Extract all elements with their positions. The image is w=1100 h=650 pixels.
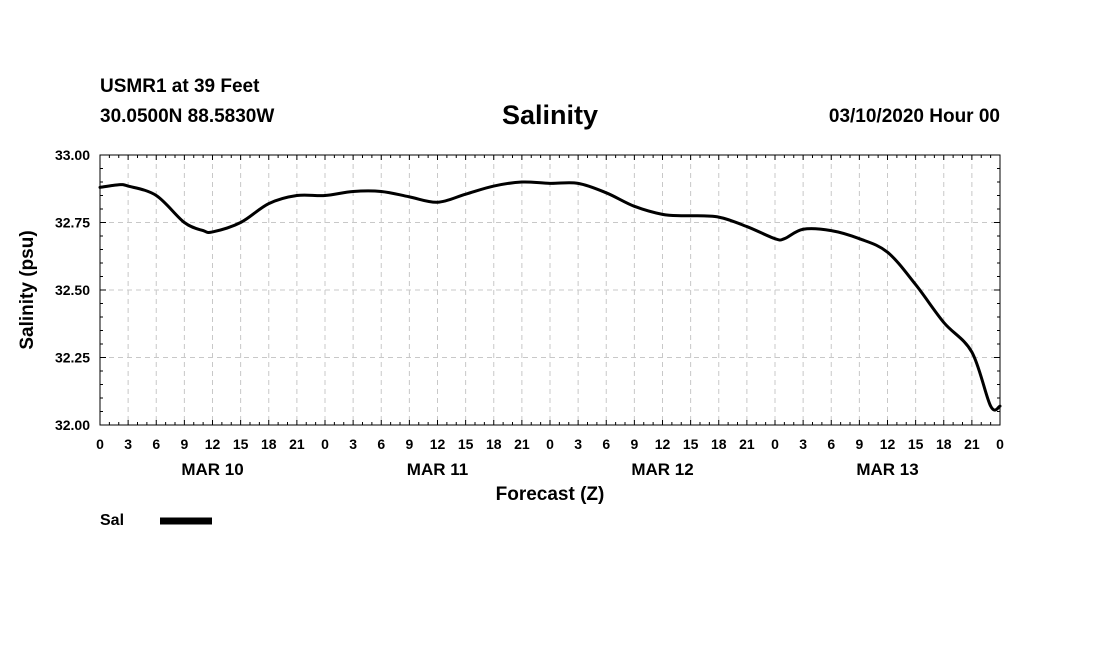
x-tick-label: 18 (486, 436, 502, 452)
x-tick-label: 6 (827, 436, 835, 452)
x-tick-label: 12 (430, 436, 446, 452)
x-tick-label: 15 (683, 436, 699, 452)
x-tick-label: 15 (458, 436, 474, 452)
y-tick-label: 32.50 (55, 282, 90, 298)
forecast-timestamp: 03/10/2020 Hour 00 (828, 106, 1000, 127)
x-tick-label: 6 (152, 436, 160, 452)
day-labels: MAR 10 MAR 11 MAR 12 MAR 13 (181, 460, 918, 479)
x-tick-label: 9 (180, 436, 188, 452)
x-tick-label: 21 (964, 436, 980, 452)
day-label: MAR 11 (407, 460, 468, 479)
x-tick-label: 3 (799, 436, 807, 452)
legend-label-sal: Sal (100, 512, 124, 529)
x-tick-label: 3 (124, 436, 132, 452)
x-tick-label: 21 (289, 436, 305, 452)
x-tick-label: 15 (233, 436, 249, 452)
day-label: MAR 10 (181, 460, 243, 479)
x-axis-label: Forecast (Z) (496, 484, 605, 505)
day-label: MAR 13 (856, 460, 918, 479)
x-tick-label: 12 (655, 436, 671, 452)
x-tick-label: 6 (602, 436, 610, 452)
y-axis-label: Salinity (psu) (17, 230, 38, 349)
x-tick-label: 0 (96, 436, 104, 452)
x-tick-label: 6 (377, 436, 385, 452)
legend: Sal (100, 512, 212, 529)
x-tick-label: 0 (996, 436, 1004, 452)
y-tick-label: 32.75 (55, 215, 90, 231)
x-tick-label: 9 (855, 436, 863, 452)
y-tick-label: 32.25 (55, 350, 90, 366)
y-axis-ticks: 32.00 32.25 32.50 32.75 33.00 (55, 147, 1000, 433)
station-label: USMR1 at 39 Feet (100, 76, 260, 97)
x-tick-label: 0 (546, 436, 554, 452)
x-tick-label: 15 (908, 436, 924, 452)
x-tick-label: 0 (771, 436, 779, 452)
x-tick-label: 0 (321, 436, 329, 452)
x-tick-label: 3 (349, 436, 357, 452)
x-tick-label: 21 (514, 436, 530, 452)
x-tick-label: 12 (880, 436, 896, 452)
x-tick-label: 18 (936, 436, 952, 452)
x-tick-label: 21 (739, 436, 755, 452)
x-tick-label: 12 (205, 436, 221, 452)
location-label: 30.0500N 88.5830W (100, 106, 275, 127)
y-tick-label: 32.00 (55, 417, 90, 433)
day-label: MAR 12 (631, 460, 693, 479)
series-line-sal (98, 180, 1002, 412)
grid-lines (100, 155, 1000, 425)
x-tick-label: 18 (261, 436, 277, 452)
x-tick-label: 9 (630, 436, 638, 452)
chart-title: Salinity (501, 100, 599, 130)
x-tick-label: 18 (711, 436, 727, 452)
x-axis-ticks: 0 3 6 9 12 15 18 21 0 3 6 9 12 15 18 21 0 3 6 9 12 15 18 21 0 3 6 9… (96, 155, 1004, 452)
y-tick-label: 33.00 (55, 147, 90, 163)
x-tick-label: 9 (405, 436, 413, 452)
x-tick-label: 3 (574, 436, 582, 452)
series-layer (98, 180, 1002, 412)
